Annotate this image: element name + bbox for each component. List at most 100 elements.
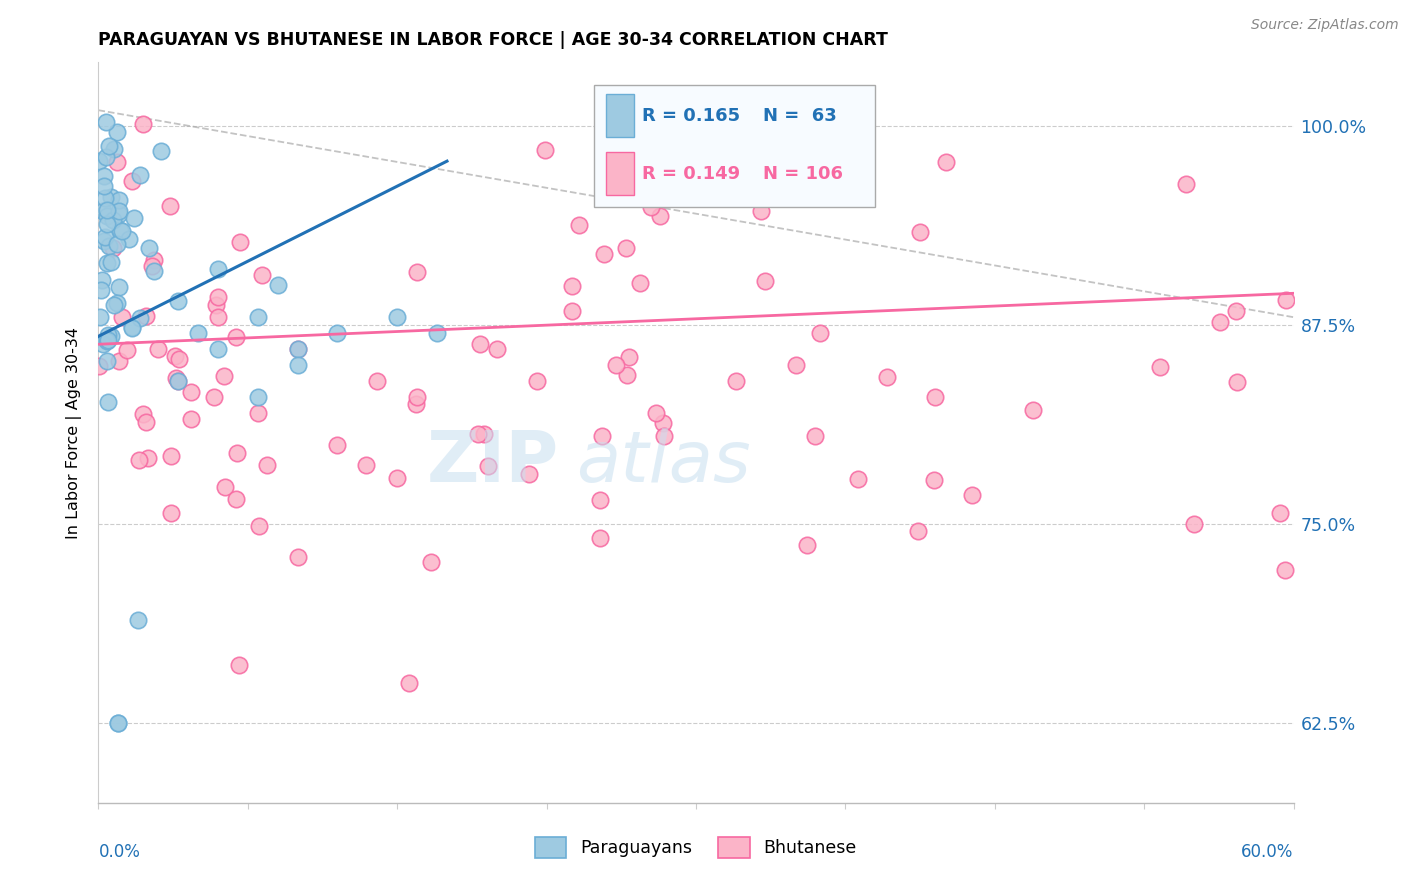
Point — [111, 224, 134, 238]
Point — [91, 337, 114, 351]
Point — [96, 354, 118, 368]
Point — [97, 395, 120, 409]
Point — [108, 207, 131, 221]
Point — [121, 174, 143, 188]
Point — [589, 532, 612, 546]
Point — [398, 676, 420, 690]
Text: ZIP: ZIP — [426, 428, 558, 497]
Point — [117, 232, 139, 246]
Point — [1182, 517, 1205, 532]
Point — [107, 716, 129, 731]
Point — [160, 506, 183, 520]
Point — [804, 429, 827, 443]
Text: PARAGUAYAN VS BHUTANESE IN LABOR FORCE | AGE 30-34 CORRELATION CHART: PARAGUAYAN VS BHUTANESE IN LABOR FORCE |… — [98, 31, 889, 49]
Point — [121, 320, 143, 334]
Point — [561, 303, 583, 318]
Point — [287, 358, 309, 372]
Point — [246, 406, 269, 420]
Point — [205, 298, 228, 312]
Point — [97, 328, 120, 343]
Point — [533, 143, 555, 157]
Point — [589, 493, 612, 508]
Point — [616, 368, 638, 382]
Point — [100, 255, 122, 269]
Point — [98, 139, 121, 153]
Point — [180, 411, 202, 425]
Point — [485, 342, 508, 356]
Point — [326, 326, 349, 340]
Point — [256, 458, 278, 473]
Point — [90, 273, 112, 287]
Point — [468, 336, 491, 351]
Point — [385, 310, 409, 325]
Text: 60.0%: 60.0% — [1241, 843, 1294, 861]
Point — [103, 242, 125, 256]
Point — [724, 374, 747, 388]
Point — [935, 155, 957, 169]
Point — [614, 241, 637, 255]
Point — [225, 330, 247, 344]
Text: Source: ZipAtlas.com: Source: ZipAtlas.com — [1251, 18, 1399, 32]
Point — [108, 223, 131, 237]
Point — [477, 459, 499, 474]
Point — [108, 203, 131, 218]
Point — [591, 429, 613, 443]
Point — [117, 343, 139, 357]
Point — [1209, 315, 1232, 329]
Point — [876, 369, 898, 384]
Point — [94, 150, 117, 164]
Point — [93, 234, 115, 248]
Point — [207, 310, 229, 325]
Point — [105, 296, 128, 310]
Point — [94, 229, 117, 244]
Point — [207, 290, 229, 304]
Point — [167, 294, 190, 309]
Point — [652, 416, 675, 430]
Point — [754, 274, 776, 288]
Point — [89, 310, 111, 324]
Point — [1268, 506, 1291, 520]
Point — [246, 310, 269, 325]
Point — [605, 358, 627, 372]
Point — [287, 549, 309, 564]
Point — [652, 429, 675, 443]
Point — [96, 114, 118, 128]
Point — [107, 237, 129, 252]
Point — [640, 200, 662, 214]
Point — [1174, 177, 1197, 191]
Y-axis label: In Labor Force | Age 30-34: In Labor Force | Age 30-34 — [66, 326, 83, 539]
Point — [716, 177, 738, 191]
Point — [267, 278, 290, 293]
Point — [107, 125, 129, 139]
Point — [229, 235, 252, 250]
Point — [103, 213, 125, 227]
Point — [131, 407, 153, 421]
Point — [107, 716, 129, 731]
Point — [128, 453, 150, 467]
Point — [96, 255, 118, 269]
Point — [93, 169, 115, 184]
Point — [467, 427, 489, 442]
Point — [165, 349, 187, 363]
Point — [406, 265, 429, 279]
Point — [96, 209, 118, 223]
Point — [105, 155, 128, 169]
Point — [167, 374, 190, 388]
Point — [135, 309, 157, 323]
Point — [648, 121, 671, 136]
Point — [89, 154, 111, 169]
Point — [128, 168, 150, 182]
Point — [136, 450, 159, 465]
Point — [129, 310, 152, 325]
Point — [420, 555, 443, 569]
Point — [1149, 360, 1171, 375]
Point — [167, 351, 190, 366]
Point — [207, 262, 229, 277]
Point — [108, 353, 131, 368]
Point — [226, 446, 249, 460]
Point — [207, 342, 229, 356]
Point — [287, 342, 309, 356]
Legend: Paraguayans, Bhutanese: Paraguayans, Bhutanese — [529, 830, 863, 864]
Point — [907, 524, 929, 538]
Point — [1225, 303, 1247, 318]
